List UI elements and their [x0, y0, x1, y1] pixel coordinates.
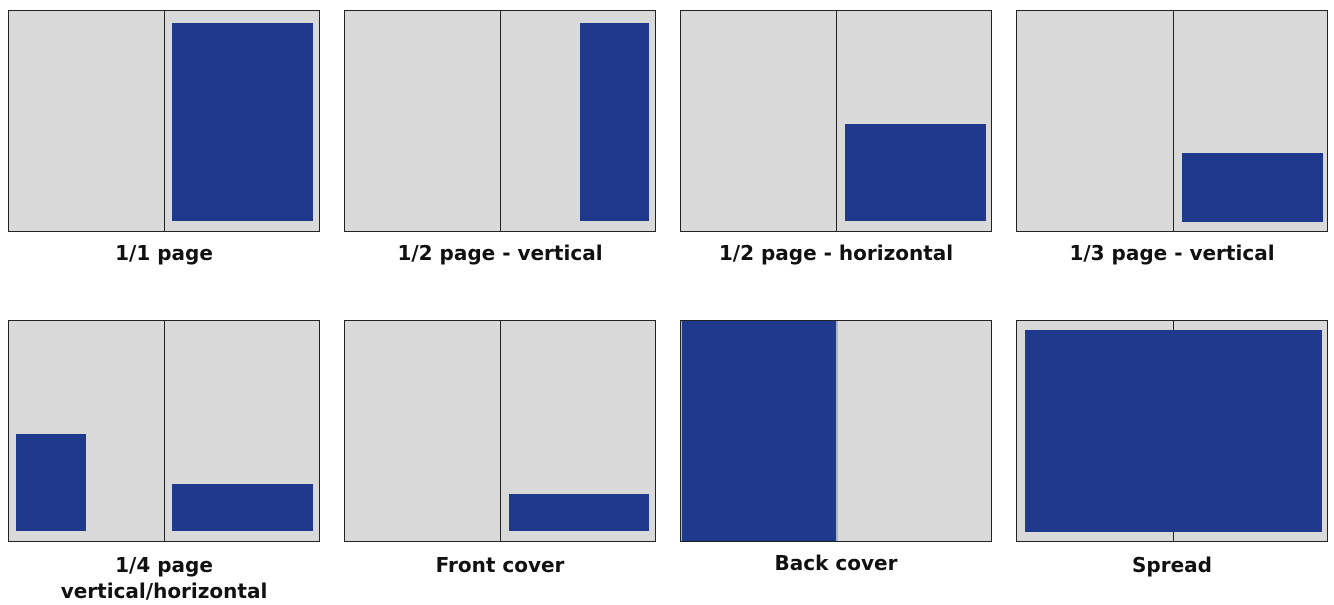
ad-area-vertical: [16, 434, 86, 531]
page-fold: [164, 321, 165, 541]
format-label-line2: vertical/horizontal: [60, 579, 268, 603]
format-quarter-page: [8, 320, 320, 542]
page-fold: [836, 11, 837, 231]
format-1-1-page: [8, 10, 320, 232]
format-label: 1/2 page - vertical: [397, 241, 603, 265]
format-label: 1/1 page: [115, 241, 213, 265]
page-fold: [164, 11, 165, 231]
format-back-cover: [680, 320, 992, 542]
page-fold: [500, 321, 501, 541]
format-label: Back cover: [774, 551, 898, 575]
ad-area: [1182, 153, 1323, 222]
ad-area-horizontal: [172, 484, 313, 531]
format-label: 1/3 page - vertical: [1069, 241, 1275, 265]
ad-area: [845, 124, 986, 221]
format-half-vertical: [344, 10, 656, 232]
ad-area: [681, 321, 838, 541]
format-third-vertical: [1016, 10, 1328, 232]
page-fold: [500, 11, 501, 231]
ad-area: [1025, 330, 1322, 532]
format-half-horizontal: [680, 10, 992, 232]
page-fold: [1173, 11, 1174, 231]
ad-area: [509, 494, 649, 531]
format-label: 1/4 page: [115, 553, 213, 577]
format-front-cover: [344, 320, 656, 542]
ad-area: [580, 23, 649, 221]
format-spread: [1016, 320, 1328, 542]
format-label: Front cover: [435, 553, 565, 577]
ad-area: [172, 23, 313, 221]
format-label: 1/2 page - horizontal: [718, 241, 954, 265]
format-label: Spread: [1132, 553, 1212, 577]
